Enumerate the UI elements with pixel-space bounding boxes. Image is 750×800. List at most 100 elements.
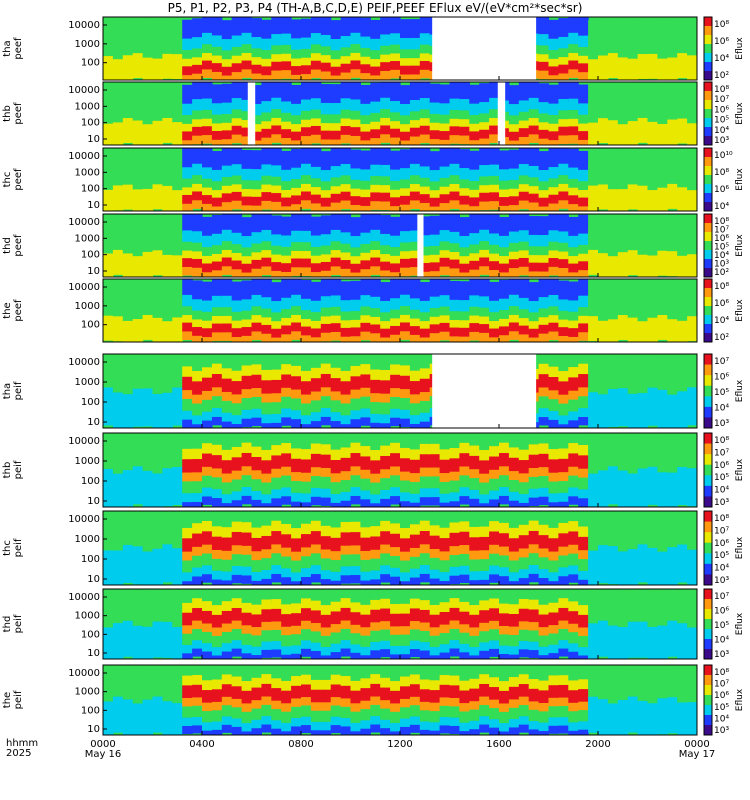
panel-the-peif-colorbar-tick: 10⁷ — [714, 680, 729, 690]
panel-thb-peef-colorbar-tick: 10⁵ — [714, 116, 729, 126]
panel-thb-peif-colorbar-tick: 10⁶ — [714, 461, 729, 471]
panel-tha-peef-colorbar-segment — [704, 62, 712, 72]
x-tick-label: 0000 — [90, 739, 115, 750]
panel-the-peef-ytick: 100 — [81, 320, 100, 331]
panel-thb-peef-colorbar-segment — [704, 118, 712, 128]
panel-thb-peif-ylabel: thb — [2, 462, 13, 479]
panel-thc-peef-ylabel: peef — [13, 168, 24, 191]
panel-thb-peif-colorbar-tick: 10⁵ — [714, 473, 729, 483]
panel-thd-peif-ytick: 1000 — [75, 611, 100, 622]
panel-tha-peef-data-gap — [432, 17, 537, 80]
panel-thd-peef-ytick: 10 — [87, 266, 100, 277]
panel-thb-peef-ytick: 1000 — [75, 101, 100, 112]
panel-thc-peif-colorbar-tick: 10⁵ — [714, 551, 729, 561]
panel-thb-peef-colorbar-segment — [704, 82, 712, 92]
x-tick-label: 0800 — [288, 739, 313, 750]
panel-tha-peef-colorbar — [703, 16, 713, 81]
panel-thd-peif-colorbar-tick: 10⁴ — [714, 636, 729, 646]
panel-thc-peif-ytick: 100 — [81, 554, 100, 565]
panel-thc-peef-colorbar-tick: 10⁴ — [714, 202, 729, 212]
panel-the-peef-ytick: 10000 — [68, 282, 100, 293]
panel-thc-peif-colorbar-segment — [704, 532, 712, 544]
panel-the-peef-colorbar-tick: 10² — [714, 333, 729, 343]
panel-thb-peef-ylabel: peef — [13, 102, 24, 125]
panel-thc-peif-colorbar-tick: 10⁴ — [714, 564, 729, 574]
panel-thb-peef-colorbar-label: Eflux — [735, 102, 745, 125]
panel-thb-peef-ytick: 100 — [81, 118, 100, 129]
panel-thd-peef-spectrogram — [103, 214, 697, 277]
panel-thb-peif-colorbar-tick: 10⁸ — [714, 436, 729, 446]
panel-the-peef-ylabel: the — [2, 302, 13, 318]
panel-thb-peef-colorbar-segment — [704, 127, 712, 137]
panel-the-peif-colorbar-segment — [704, 665, 712, 676]
panel-tha-peef-colorbar-segment — [704, 71, 712, 81]
panel-thd-peef-colorbar-label: Eflux — [735, 234, 745, 257]
panel-the-peef: 10000 1000 100 the peef 10⁸ 10⁶ 10⁴ 10² Eflux — [2, 278, 745, 343]
panel-thb-peef-ylabel: thb — [2, 105, 13, 122]
panel-thc-peef: 10000 1000 100 10 thc peef 10¹⁰ 10⁸ 10⁶ 10⁴ Eflux — [2, 147, 745, 212]
panel-tha-peif-colorbar-tick: 10⁷ — [714, 357, 729, 367]
panel-the-peef-colorbar-segment — [704, 297, 712, 307]
panel-thb-peef-colorbar-tick: 10⁸ — [714, 85, 729, 95]
x-tick-label: 1200 — [387, 739, 412, 750]
panel-thb-peif-colorbar-segment — [704, 485, 712, 497]
panel-thc-peef-colorbar-segment — [704, 166, 712, 176]
panel-tha-peef-ytick: 10000 — [68, 20, 100, 31]
panel-tha-peef-ytick: 100 — [81, 58, 100, 69]
panel-the-peef-colorbar-segment — [704, 324, 712, 334]
x-tick-label: 2000 — [585, 739, 610, 750]
panel-the-peef-colorbar-segment — [704, 279, 712, 289]
panel-thb-peef-data-gap — [497, 82, 506, 145]
x-tick-label: 0400 — [189, 739, 214, 750]
panel-thc-peef-ytick: 10 — [87, 200, 100, 211]
panel-tha-peef: 10000 1000 100 tha peef 10⁸ 10⁶ 10⁴ 10² Eflux — [2, 16, 745, 81]
panel-tha-peif-colorbar-tick: 10⁵ — [714, 388, 729, 398]
panel-thd-peif-colorbar-segment — [704, 619, 712, 630]
panel-thb-peef-colorbar-segment — [704, 100, 712, 110]
panel-thc-peif-ytick: 1000 — [75, 534, 100, 545]
panel-thb-peif-colorbar-label: Eflux — [735, 458, 745, 481]
panel-the-peif-colorbar-segment — [704, 715, 712, 726]
panel-thc-peif-ylabel: thc — [2, 540, 13, 556]
panel-thd-peef-colorbar — [703, 213, 713, 278]
panel-thc-peef-colorbar-segment — [704, 184, 712, 194]
panel-tha-peif-colorbar-segment — [704, 417, 712, 429]
panel-tha-peif-colorbar-segment — [704, 396, 712, 408]
panel-thc-peef-colorbar-tick: 10⁶ — [714, 185, 729, 195]
panel-the-peif-colorbar-tick: 10⁶ — [714, 691, 729, 701]
panel-thd-peif-colorbar-segment — [704, 589, 712, 600]
panel-thd-peif-colorbar-segment — [704, 649, 712, 660]
x-tick-label: 1600 — [486, 739, 511, 750]
panel-thb-peef-ytick: 10000 — [68, 85, 100, 96]
panel-thc-peif-colorbar-tick: 10³ — [714, 576, 729, 586]
time-axis-label-hhmm: hhmm — [6, 738, 39, 749]
panel-thd-peif-colorbar-segment — [704, 609, 712, 620]
panel-thb-peef-colorbar-segment — [704, 136, 712, 146]
panel-thc-peef-ytick: 1000 — [75, 167, 100, 178]
panel-thd-peef-ytick: 100 — [81, 250, 100, 261]
panel-thd-peef-colorbar-segment — [704, 241, 712, 251]
panel-the-peef-colorbar-tick: 10⁴ — [714, 316, 729, 326]
panel-tha-peif-colorbar-tick: 10³ — [714, 419, 729, 429]
panel-thd-peif-ytick: 10000 — [68, 592, 100, 603]
panel-thd-peef-ytick: 1000 — [75, 233, 100, 244]
panel-tha-peif-colorbar-segment — [704, 406, 712, 418]
x-date-label: May 17 — [679, 749, 716, 760]
panel-tha-peif-data-gap — [432, 354, 537, 428]
panel-thb-peif-colorbar-segment — [704, 496, 712, 508]
panel-tha-peif-colorbar-segment — [704, 385, 712, 397]
panel-thb-peif-colorbar-segment — [704, 475, 712, 487]
panel-thd-peef-data-gap — [417, 214, 424, 277]
panel-the-peif-colorbar-tick: 10⁸ — [714, 668, 729, 678]
panel-tha-peef-ytick: 1000 — [75, 39, 100, 50]
panel-the-peif-colorbar-tick: 10⁵ — [714, 703, 729, 713]
panel-thb-peif-colorbar-segment — [704, 464, 712, 476]
panel-tha-peef-colorbar-segment — [704, 17, 712, 27]
chart-title: P5, P1, P2, P3, P4 (TH-A,B,C,D,E) PEIF,P… — [167, 1, 583, 15]
panel-the-peef-colorbar-segment — [704, 288, 712, 298]
panel-thc-peif: 10000 1000 100 10 thc peif 10⁸ 10⁷ 10⁶ 10⁵ 10⁴ 10³ E… — [2, 510, 745, 586]
panel-the-peif-ytick: 100 — [81, 705, 100, 716]
x-tick-label: 0000 — [684, 739, 709, 750]
